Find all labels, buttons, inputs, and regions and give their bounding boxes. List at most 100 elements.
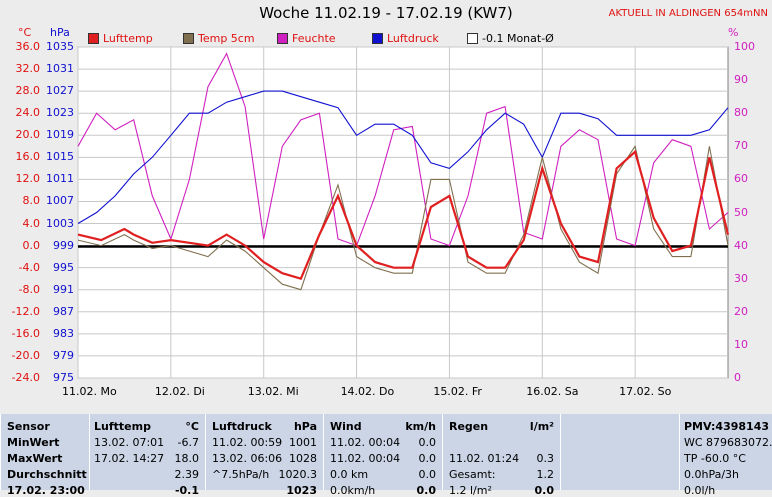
x-tick-label: 16.02. Sa <box>526 385 579 398</box>
press-max-time: 13.02. 06:06 <box>212 452 283 465</box>
press-current-value: 1023 <box>286 484 317 497</box>
press-unit: hPa <box>50 26 70 39</box>
temp-tick-label: 8.0 <box>22 194 41 208</box>
x-tick-label: 11.02. Mo <box>62 385 117 398</box>
temp-unit-header: °C <box>185 420 199 433</box>
legend-swatch <box>372 33 383 44</box>
rain-header: Regen <box>449 420 489 433</box>
wind-distance: 0.0 km <box>330 468 369 481</box>
press-tick-label: 999 <box>53 238 74 252</box>
legend-swatch <box>183 33 194 44</box>
row-label: 17.02. 23:00 <box>7 484 85 497</box>
press-tick-label: 1031 <box>46 62 74 76</box>
wind-avg-value: 0.0 <box>418 468 437 481</box>
humid-tick-label: 50 <box>734 205 748 219</box>
legend-item-temp5cm: Temp 5cm <box>183 32 255 45</box>
humid-unit: % <box>728 26 739 39</box>
x-tick-label: 12.02. Di <box>154 385 205 398</box>
legend-item-monthly-mean: -0.1 Monat-Ø <box>467 32 554 45</box>
press-unit-header: hPa <box>293 420 317 433</box>
temp-max-time: 17.02. 14:27 <box>94 452 165 465</box>
temp-tick-label: 4.0 <box>22 216 41 230</box>
press-min-time: 11.02. 00:59 <box>212 436 283 449</box>
legend-swatch <box>467 33 478 44</box>
rain-total-value: 1.2 <box>536 468 555 481</box>
humid-tick-label: 60 <box>734 172 748 186</box>
press-tick-label: 975 <box>53 371 74 384</box>
wind-max-value: 0.0 <box>418 452 437 465</box>
humid-tick-label: 10 <box>734 337 748 351</box>
row-label: Durchschnitt <box>7 468 87 481</box>
humid-tick-label: 20 <box>734 304 748 318</box>
press-tick-label: 979 <box>53 348 74 362</box>
legend-label: Luftdruck <box>387 32 439 45</box>
temp-tick-label: -4.0 <box>18 260 40 274</box>
temp-tick-label: 28.0 <box>15 84 41 98</box>
sensor-header: Sensor <box>7 420 50 433</box>
series-line-luftdruck <box>77 90 729 224</box>
press-tick-label: 1023 <box>46 106 74 120</box>
legend-label: Temp 5cm <box>198 32 255 45</box>
plot-area <box>77 46 729 379</box>
stats-spacer <box>560 414 679 490</box>
x-tick-label: 13.02. Mi <box>247 385 299 398</box>
temp-tick-label: -24.0 <box>11 371 40 384</box>
press-avg-value: 1020.3 <box>278 468 318 481</box>
wind-header: Wind <box>330 420 362 433</box>
press-tick-label: 1019 <box>46 128 74 142</box>
temp-tick-label: 20.0 <box>15 128 41 142</box>
wind-current-value: 0.0 <box>416 484 437 497</box>
wind-min-time: 11.02. 00:04 <box>330 436 401 449</box>
temp-header: Lufttemp <box>94 420 151 433</box>
x-tick-label: 14.02. Do <box>340 385 395 398</box>
press-tick-label: 1035 <box>46 40 74 53</box>
legend-swatch <box>277 33 288 44</box>
press-tick-label: 1003 <box>46 216 74 230</box>
press-tick-label: 991 <box>53 282 74 296</box>
stats-press-column: Luftdruck hPa 11.02. 00:59 1001 13.02. 06… <box>205 414 323 497</box>
rain-unit-header: l/m² <box>529 420 554 433</box>
legend-item-luftdruck: Luftdruck <box>372 32 439 45</box>
press-tick-label: 983 <box>53 326 74 340</box>
press-tick-label: 995 <box>53 260 74 274</box>
x-tick-label: 17.02. So <box>619 385 672 398</box>
row-label: MaxWert <box>7 452 63 465</box>
temp-tick-label: 24.0 <box>15 106 41 120</box>
humid-tick-label: 30 <box>734 271 748 285</box>
humid-tick-label: 90 <box>734 73 748 87</box>
legend-label: Feuchte <box>292 32 336 45</box>
pmv-tp: TP -60.0 °C <box>684 452 746 465</box>
press-tick-label: 1007 <box>46 194 74 208</box>
humid-tick-label: 80 <box>734 106 748 120</box>
temp-current-value: -0.1 <box>174 484 199 497</box>
press-min-value: 1001 <box>289 436 317 449</box>
series-line-temp-5cm <box>77 144 729 291</box>
temp-unit: °C <box>18 26 32 39</box>
chart-title: Woche 11.02.19 - 17.02.19 (KW7) <box>259 4 513 22</box>
temp-tick-label: -16.0 <box>11 326 40 340</box>
legend-label: Lufttemp <box>103 32 153 45</box>
wind-unit-header: km/h <box>405 420 436 433</box>
temp-tick-label: -12.0 <box>11 304 40 318</box>
humid-tick-label: 100 <box>734 40 755 53</box>
press-tick-label: 1015 <box>46 150 74 164</box>
temp-tick-label: -20.0 <box>11 348 40 362</box>
rain-current-total: 1.2 l/m² <box>449 484 492 497</box>
temp-tick-label: 0.0 <box>22 238 41 252</box>
legend-swatch <box>88 33 99 44</box>
humid-tick-label: 40 <box>734 238 748 252</box>
x-tick-label: 15.02. Fr <box>433 385 482 398</box>
legend-item-lufttemp: Lufttemp <box>88 32 153 45</box>
temp-avg-value: 2.39 <box>174 468 200 481</box>
stats-temp-column: Lufttemp °C 13.02. 07:01 -6.7 17.02. 14:2… <box>89 414 205 497</box>
pmv-wc: WC 879683072.0 <box>684 436 772 449</box>
pmv-header: PMV:4398143 <box>684 420 770 433</box>
wind-current-speed: 0.0km/h <box>330 484 376 497</box>
series-line-lufttemp <box>77 149 730 281</box>
rain-total-label: Gesamt: <box>449 468 496 481</box>
rain-max-value: 0.3 <box>536 452 555 465</box>
humid-tick-label: 0 <box>734 371 741 384</box>
temp-min-value: -6.7 <box>177 436 199 449</box>
temp-min-time: 13.02. 07:01 <box>94 436 165 449</box>
rain-max-time: 11.02. 01:24 <box>449 452 520 465</box>
